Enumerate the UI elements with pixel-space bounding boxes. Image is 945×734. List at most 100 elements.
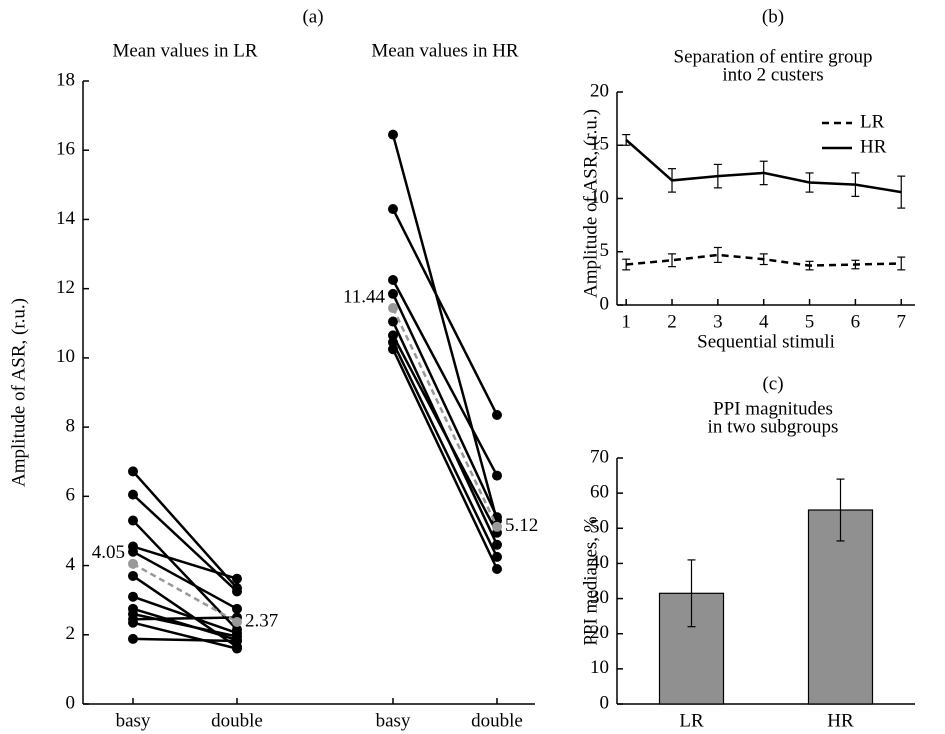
y-tick-label: 16 bbox=[56, 139, 75, 160]
subject-point bbox=[128, 489, 138, 500]
y-tick-label: 10 bbox=[56, 346, 75, 367]
subject-line bbox=[132, 470, 238, 589]
y-tick-label: 0 bbox=[66, 692, 76, 713]
x-tick-label: 7 bbox=[896, 311, 906, 332]
panel-title: (b) bbox=[762, 6, 784, 27]
subject-point bbox=[492, 470, 502, 481]
y-axis-label: Amplitude of ASR, (r.u.) bbox=[580, 109, 601, 298]
y-tick-label: 2 bbox=[66, 623, 76, 644]
bar bbox=[807, 509, 874, 705]
group-title: Mean values in HR bbox=[371, 40, 519, 61]
subject-point bbox=[128, 591, 138, 602]
subject-point bbox=[128, 466, 138, 477]
subject-line bbox=[391, 279, 499, 477]
subject-point bbox=[388, 330, 398, 341]
x-tick-label: LR bbox=[679, 710, 704, 731]
y-tick-label: 0 bbox=[600, 692, 610, 713]
mean-label: 2.37 bbox=[245, 610, 278, 631]
subject-line bbox=[132, 519, 238, 631]
y-tick-label: 10 bbox=[590, 187, 609, 208]
x-tick-label: double bbox=[471, 710, 523, 731]
subject-line bbox=[132, 595, 238, 635]
subject-line bbox=[132, 545, 238, 580]
y-tick-label: 10 bbox=[590, 657, 609, 678]
subject-point bbox=[128, 570, 138, 581]
subject-line bbox=[132, 493, 238, 593]
mean-point bbox=[128, 558, 138, 569]
y-tick-label: 15 bbox=[590, 134, 609, 155]
y-tick-label: 0 bbox=[600, 293, 610, 314]
y-axis-label: PPI medianes, % bbox=[580, 516, 601, 645]
mean-point bbox=[492, 521, 502, 532]
subject-line bbox=[391, 334, 499, 534]
subject-line bbox=[391, 208, 499, 416]
y-tick-label: 14 bbox=[56, 208, 76, 229]
mean-label: 11.44 bbox=[343, 286, 386, 307]
subject-line bbox=[391, 134, 499, 521]
subtitle: into 2 custers bbox=[722, 64, 823, 85]
x-tick-label: 6 bbox=[851, 311, 861, 332]
x-tick-label: basy bbox=[116, 710, 151, 731]
x-tick-label: double bbox=[211, 710, 263, 731]
subject-line bbox=[132, 637, 238, 643]
mean-label: 4.05 bbox=[92, 542, 125, 563]
x-tick-label: 2 bbox=[667, 311, 677, 332]
subject-point bbox=[388, 129, 398, 140]
legend-label: LR bbox=[860, 111, 885, 132]
mean-line bbox=[391, 307, 499, 528]
subject-point bbox=[388, 288, 398, 299]
y-tick-label: 40 bbox=[590, 552, 609, 573]
subject-point bbox=[232, 573, 242, 584]
subject-line bbox=[132, 616, 238, 621]
panel-title: (c) bbox=[762, 373, 783, 394]
subject-point bbox=[128, 515, 138, 526]
subject-point bbox=[232, 643, 242, 654]
subject-line bbox=[391, 341, 499, 558]
subject-line bbox=[132, 550, 238, 610]
subject-point bbox=[128, 546, 138, 557]
panel-title: (a) bbox=[302, 6, 323, 27]
y-axis-label: Amplitude of ASR, (r.u.) bbox=[8, 298, 29, 487]
x-tick-label: HR bbox=[827, 710, 854, 731]
x-axis-label: Sequential stimuli bbox=[697, 331, 835, 352]
x-tick-label: 5 bbox=[805, 311, 815, 332]
subject-point bbox=[128, 617, 138, 628]
y-tick-label: 20 bbox=[590, 80, 609, 101]
subtitle: Separation of entire group bbox=[674, 46, 873, 67]
subject-point bbox=[492, 564, 502, 575]
x-tick-label: basy bbox=[376, 710, 411, 731]
subject-point bbox=[492, 539, 502, 550]
y-tick-label: 8 bbox=[66, 415, 76, 436]
y-tick-label: 60 bbox=[590, 482, 609, 503]
subject-line bbox=[391, 348, 499, 570]
subject-point bbox=[128, 633, 138, 644]
y-tick-label: 4 bbox=[66, 554, 76, 575]
subtitle: PPI magnitudes bbox=[713, 398, 833, 419]
y-tick-label: 70 bbox=[590, 446, 609, 467]
subject-point bbox=[388, 344, 398, 355]
x-tick-label: 4 bbox=[759, 311, 769, 332]
subject-point bbox=[232, 586, 242, 597]
subject-point bbox=[492, 551, 502, 562]
legend-label: HR bbox=[860, 136, 887, 157]
subject-point bbox=[492, 409, 502, 420]
mean-label: 5.12 bbox=[505, 515, 538, 536]
y-tick-label: 20 bbox=[590, 622, 609, 643]
subject-point bbox=[388, 204, 398, 215]
subject-point bbox=[388, 275, 398, 286]
y-tick-label: 5 bbox=[600, 240, 610, 261]
group-title: Mean values in LR bbox=[112, 40, 257, 61]
y-tick-label: 12 bbox=[56, 277, 75, 298]
mean-point bbox=[232, 616, 242, 627]
subject-point bbox=[232, 636, 242, 647]
subject-line bbox=[391, 293, 499, 518]
subtitle: in two subgroups bbox=[708, 416, 839, 437]
y-tick-label: 30 bbox=[590, 587, 609, 608]
subject-line bbox=[132, 621, 238, 650]
subject-point bbox=[388, 337, 398, 348]
x-tick-label: 1 bbox=[621, 311, 631, 332]
subject-point bbox=[388, 316, 398, 327]
y-tick-label: 6 bbox=[66, 485, 76, 506]
x-tick-label: 3 bbox=[713, 311, 723, 332]
